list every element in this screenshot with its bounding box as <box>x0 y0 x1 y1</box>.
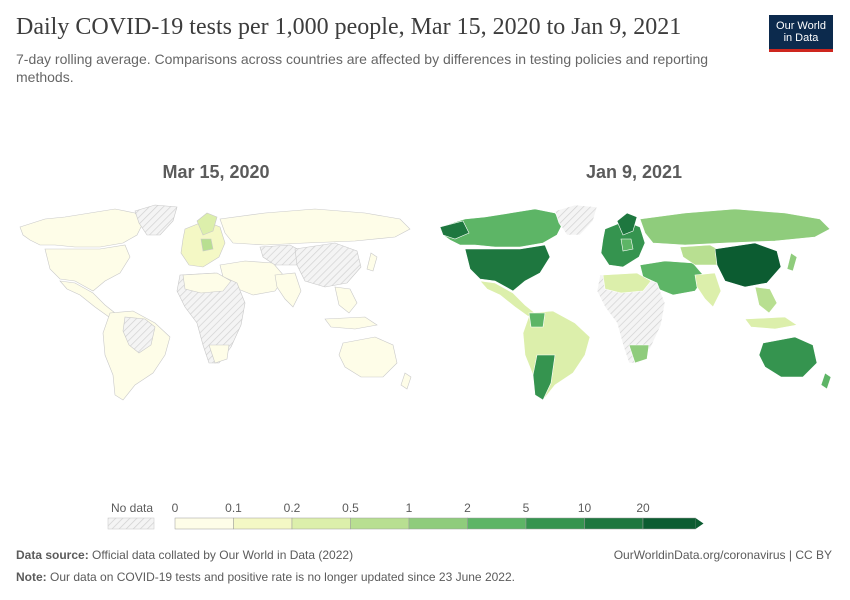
region-greenland[interactable] <box>134 204 178 236</box>
legend-bin[interactable] <box>584 517 644 530</box>
region-africa[interactable] <box>596 272 666 364</box>
legend-tick-label: 2 <box>464 501 471 515</box>
legend-svg: No data 0 0.1 0.2 0.5 1 2 5 10 20 <box>107 501 704 530</box>
region-indonesia[interactable] <box>324 316 378 330</box>
region-south-africa[interactable] <box>628 344 650 364</box>
legend-tick-label: 0.5 <box>342 501 359 515</box>
world-map-svg-right <box>439 204 832 401</box>
legend-arrow-tip <box>695 518 704 529</box>
legend-bin[interactable] <box>525 517 585 530</box>
owid-logo[interactable]: Our World in Data <box>769 15 833 52</box>
region-china[interactable] <box>714 242 782 288</box>
note-text: Our data on COVID-19 tests and positive … <box>50 570 515 584</box>
legend-no-data-label: No data <box>111 501 153 515</box>
region-russia[interactable] <box>219 208 411 246</box>
region-north-africa[interactable] <box>182 272 232 294</box>
legend-tick-label: 0.2 <box>284 501 301 515</box>
logo-line-1: Our World <box>776 20 826 32</box>
region-scandinavia[interactable] <box>616 212 638 236</box>
region-japan[interactable] <box>366 252 378 272</box>
region-indonesia[interactable] <box>744 316 798 330</box>
world-map-jan-2021 <box>425 195 845 415</box>
region-russia[interactable] <box>639 208 831 246</box>
region-china[interactable] <box>294 242 362 288</box>
color-legend: No data 0 0.1 0.2 0.5 1 2 5 10 20 <box>100 498 720 538</box>
legend-tick-label: 20 <box>636 501 650 515</box>
region-germany[interactable] <box>620 238 634 252</box>
region-colombia[interactable] <box>528 312 546 328</box>
chart-subtitle: 7-day rolling average. Comparisons acros… <box>16 51 709 85</box>
region-south-asia[interactable] <box>694 272 722 308</box>
legend-tick-label: 0 <box>172 501 179 515</box>
world-map-svg-left <box>19 204 412 401</box>
region-canada[interactable] <box>439 208 564 248</box>
source-url-link[interactable]: OurWorldinData.org/coronavirus | CC BY <box>613 548 832 562</box>
region-east-asia[interactable] <box>754 286 778 314</box>
legend-bin[interactable] <box>350 517 410 530</box>
legend-tick-label: 0.1 <box>225 501 242 515</box>
legend-bin[interactable] <box>291 517 351 530</box>
region-canada[interactable] <box>19 208 144 248</box>
region-new-zealand[interactable] <box>820 372 832 390</box>
legend-bin[interactable] <box>233 517 293 530</box>
data-source: Data source: Official data collated by O… <box>16 548 353 562</box>
legend-bin[interactable] <box>408 517 468 530</box>
region-scandinavia[interactable] <box>196 212 218 236</box>
region-germany[interactable] <box>200 238 214 252</box>
note-label: Note: <box>16 570 47 584</box>
region-australia[interactable] <box>338 336 398 378</box>
map-date-right: Jan 9, 2021 <box>585 162 683 182</box>
legend-tick-label: 10 <box>578 501 592 515</box>
legend-tick-label: 5 <box>523 501 530 515</box>
data-source-label: Data source: <box>16 548 89 562</box>
legend-bin[interactable] <box>467 517 527 530</box>
footer-note: Note: Our data on COVID-19 tests and pos… <box>16 570 515 584</box>
legend-no-data-swatch <box>107 517 155 530</box>
region-new-zealand[interactable] <box>400 372 412 390</box>
region-north-africa[interactable] <box>602 272 652 294</box>
region-japan[interactable] <box>786 252 798 272</box>
chart-title: Daily COVID-19 tests per 1,000 people, M… <box>16 14 682 40</box>
region-alaska[interactable] <box>439 220 470 240</box>
region-south-asia[interactable] <box>274 272 302 308</box>
world-map-mar-2020 <box>5 195 425 415</box>
region-usa[interactable] <box>44 244 131 292</box>
region-africa[interactable] <box>176 272 246 364</box>
region-australia[interactable] <box>758 336 818 378</box>
region-greenland[interactable] <box>554 204 598 236</box>
region-chile-argentina[interactable] <box>532 354 556 401</box>
region-brazil[interactable] <box>122 316 156 354</box>
legend-bin[interactable] <box>642 517 696 530</box>
legend-tick-label: 1 <box>406 501 413 515</box>
logo-line-2: in Data <box>783 32 819 44</box>
map-date-left: Mar 15, 2020 <box>162 162 270 182</box>
legend-bin[interactable] <box>174 517 234 530</box>
region-usa[interactable] <box>464 244 551 292</box>
data-source-text: Official data collated by Our World in D… <box>92 548 354 562</box>
region-south-africa[interactable] <box>208 344 230 364</box>
region-east-asia[interactable] <box>334 286 358 314</box>
